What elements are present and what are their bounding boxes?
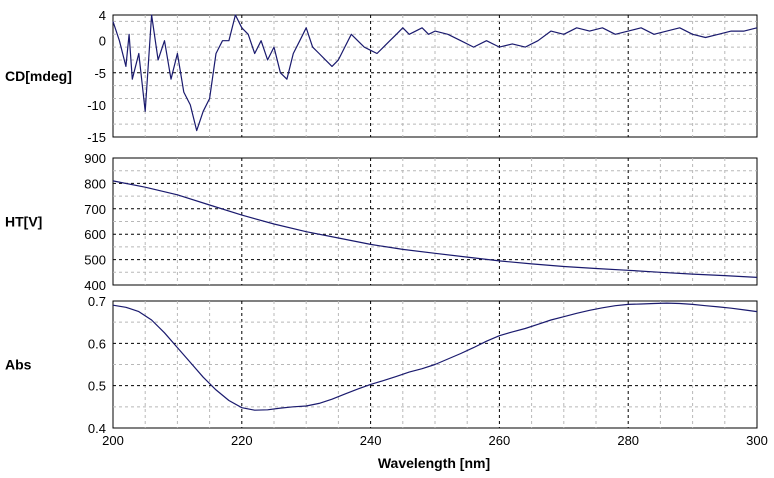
- abs-panel: 0.7 0.6 0.5 0.4 Abs 200 220 240 260 280 300: [5, 294, 768, 448]
- ht-ytick-label: 400: [84, 278, 106, 293]
- cd-panel: 4 0 -5 -10 -15 CD[mdeg]: [5, 8, 758, 145]
- ht-series-line: [112, 180, 758, 278]
- abs-y-axis-title: Abs: [5, 357, 32, 373]
- ht-ytick-label: 600: [84, 227, 106, 242]
- cd-ytick-label: 4: [99, 8, 106, 23]
- x-axis-title: Wavelength [nm]: [378, 455, 490, 471]
- cd-series-line: [112, 14, 758, 132]
- abs-series-line: [112, 302, 758, 411]
- xtick-label: 260: [489, 433, 511, 448]
- abs-ytick-label: 0.6: [88, 336, 106, 351]
- ht-ytick-label: 900: [84, 151, 106, 166]
- ht-ytick-label: 700: [84, 202, 106, 217]
- abs-ytick-label: 0.4: [88, 421, 106, 436]
- xtick-label: 280: [617, 433, 639, 448]
- cd-y-axis-title: CD[mdeg]: [5, 68, 72, 84]
- xtick-label: 220: [231, 433, 253, 448]
- abs-ytick-label: 0.5: [88, 379, 106, 394]
- cd-ytick-label: -5: [94, 66, 106, 81]
- xtick-label: 200: [102, 433, 124, 448]
- chart-panels: 4 0 -5 -10 -15 CD[mdeg] 900 800 700 600 500 400 HT[V…: [5, 8, 768, 448]
- ht-y-axis-title: HT[V]: [5, 214, 42, 230]
- ht-ytick-label: 500: [84, 253, 106, 268]
- ht-ytick-label: 800: [84, 176, 106, 191]
- xtick-label: 240: [360, 433, 382, 448]
- cd-ytick-label: -10: [87, 98, 106, 113]
- ht-panel: 900 800 700 600 500 400 HT[V]: [5, 151, 758, 293]
- cd-ytick-label: 0: [99, 34, 106, 49]
- abs-ytick-label: 0.7: [88, 294, 106, 309]
- xtick-label: 300: [746, 433, 768, 448]
- cd-ytick-label: -15: [87, 130, 106, 145]
